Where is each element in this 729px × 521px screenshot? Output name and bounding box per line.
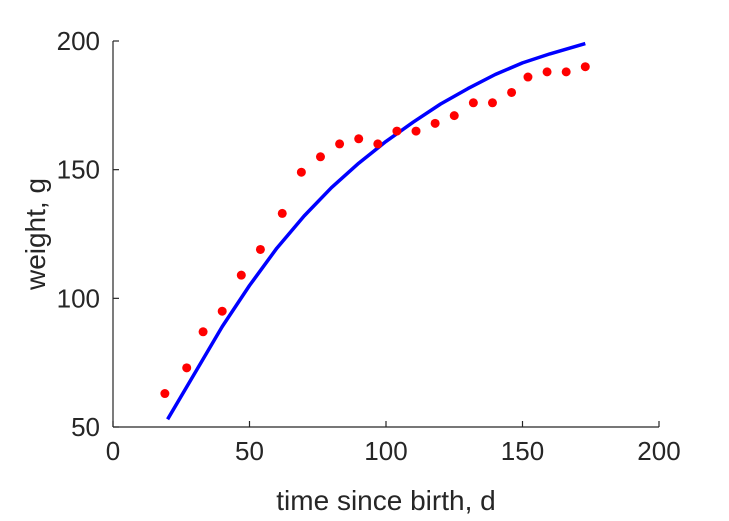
data-point xyxy=(411,126,421,136)
data-point xyxy=(507,87,517,97)
data-point xyxy=(373,139,383,149)
fit-curve-line xyxy=(166,41,586,421)
x-tick-label: 0 xyxy=(106,436,120,466)
data-point xyxy=(236,270,246,280)
data-point xyxy=(580,62,590,72)
x-axis-label: time since birth, d xyxy=(276,485,495,516)
y-axis-label: weight, g xyxy=(20,178,51,291)
x-tick-label: 150 xyxy=(501,436,544,466)
data-point xyxy=(198,327,208,337)
data-point xyxy=(487,98,497,108)
y-tick-label: 50 xyxy=(71,412,100,442)
data-point xyxy=(468,98,478,108)
x-tick-label: 50 xyxy=(235,436,264,466)
x-tick-label: 100 xyxy=(364,436,407,466)
data-point xyxy=(561,67,571,77)
data-point xyxy=(182,363,192,373)
data-point xyxy=(315,152,325,162)
y-tick-label: 100 xyxy=(57,283,100,313)
data-point xyxy=(217,306,227,316)
y-tick-label: 150 xyxy=(57,155,100,185)
data-point xyxy=(160,389,170,399)
data-point xyxy=(430,118,440,128)
y-tick-label: 200 xyxy=(57,26,100,56)
series-layer xyxy=(160,41,590,421)
data-point xyxy=(255,244,265,254)
x-tick-label: 200 xyxy=(637,436,680,466)
data-point xyxy=(335,139,345,149)
data-point xyxy=(523,72,533,82)
data-point xyxy=(392,126,402,136)
data-point xyxy=(542,67,552,77)
data-point xyxy=(277,208,287,218)
data-point xyxy=(354,134,364,144)
data-point xyxy=(449,111,459,121)
data-point xyxy=(296,167,306,177)
